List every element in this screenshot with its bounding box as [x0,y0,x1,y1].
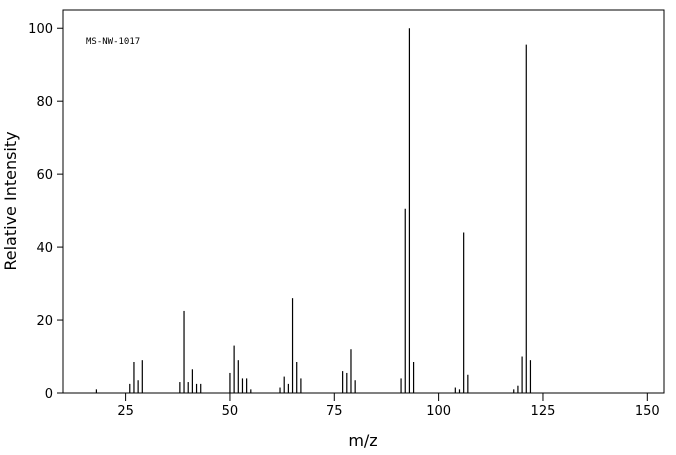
y-tick-label: 60 [36,168,53,183]
x-tick-label: 100 [426,404,451,419]
y-axis-label: Relative Intensity [1,131,20,270]
x-tick-label: 150 [635,404,660,419]
annotation: MS-NW-1017 [86,37,140,47]
y-tick-label: 40 [36,241,53,256]
plot-frame [62,9,665,394]
y-tick-label: 80 [36,95,53,110]
x-tick-label: 50 [222,404,239,419]
x-tick-label: 125 [531,404,556,419]
y-tick-label: 0 [45,387,53,402]
x-tick-label: 75 [326,404,343,419]
x-axis-label: m/z [348,431,377,450]
y-tick-label: 20 [36,314,53,329]
x-tick-label: 25 [117,404,134,419]
y-tick-label: 100 [28,22,53,37]
